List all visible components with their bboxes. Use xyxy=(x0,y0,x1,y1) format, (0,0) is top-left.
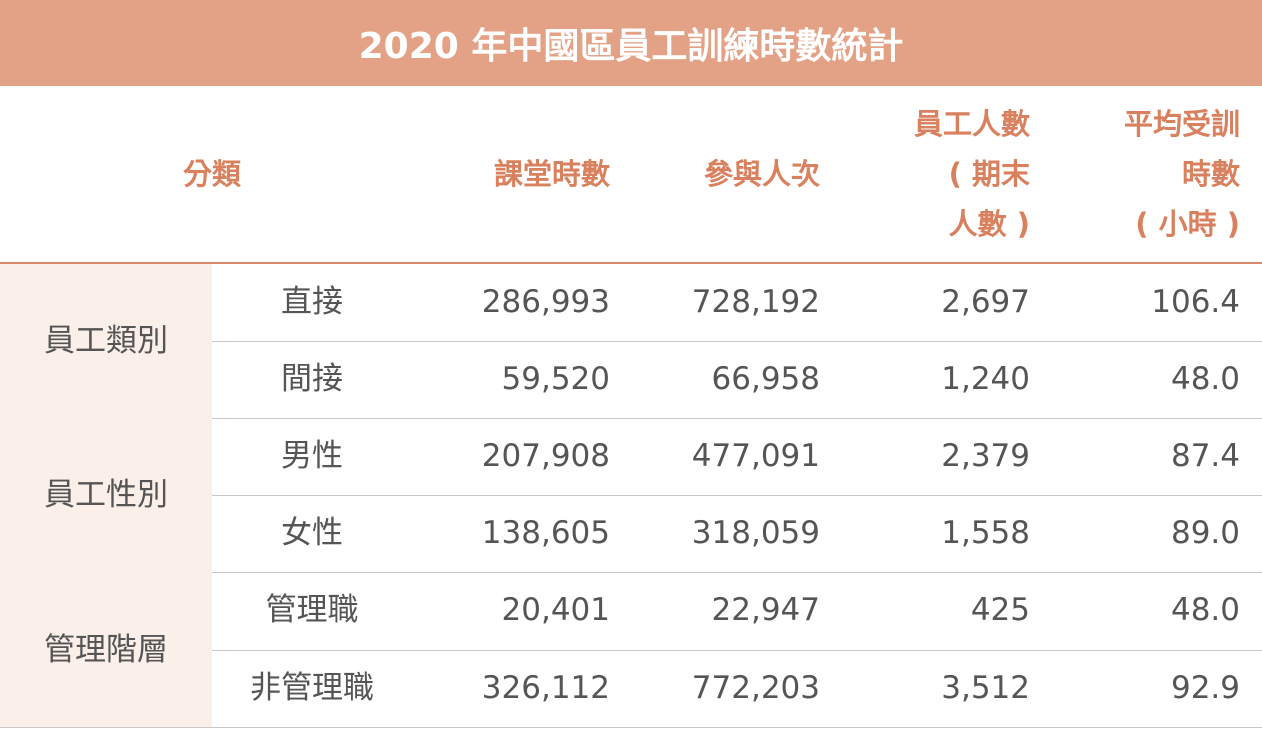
cell: 66,958 xyxy=(711,361,820,398)
group-bg xyxy=(0,572,212,727)
header-line: 員工人數 xyxy=(913,107,1030,141)
header-line: 平均受訓 xyxy=(1123,107,1240,141)
header-line: 課堂時數 xyxy=(493,157,610,191)
cell: 1,558 xyxy=(941,515,1030,552)
header-line: 時數 xyxy=(1181,157,1240,191)
header-line: 參與人次 xyxy=(703,157,820,191)
cell: 2,697 xyxy=(941,284,1030,320)
cell: 106.4 xyxy=(1151,284,1240,320)
header-cell: 參與人次 xyxy=(620,149,820,199)
row-line xyxy=(0,572,1262,574)
group-label: 員工性別 xyxy=(44,477,168,514)
cell: 89.0 xyxy=(1170,515,1240,552)
cell: 138,605 xyxy=(481,515,610,552)
cell: 1,240 xyxy=(941,361,1030,398)
group-label: 管理階層 xyxy=(44,631,168,668)
row-line xyxy=(212,341,1262,343)
header-line: ( 期末 xyxy=(948,157,1030,191)
row-name: 管理職 xyxy=(265,592,359,629)
row-name: 女性 xyxy=(281,515,343,552)
row-name: 男性 xyxy=(281,438,343,475)
group-label: 員工類別 xyxy=(44,323,168,360)
cell: 207,908 xyxy=(481,438,610,475)
row-name: 非管理職 xyxy=(250,669,374,706)
row-name: 間接 xyxy=(281,361,343,398)
header-cell: 平均受訓時數 ( 小時 ) xyxy=(1040,99,1240,249)
cell: 3,512 xyxy=(941,669,1030,706)
cell: 728,192 xyxy=(691,284,820,320)
cell: 87.4 xyxy=(1170,438,1240,475)
header-rule xyxy=(0,262,1262,264)
row-name: 直接 xyxy=(281,284,343,320)
header-line: 人數 ) xyxy=(948,207,1030,241)
cell: 286,993 xyxy=(481,284,610,320)
header-category: 分類 xyxy=(182,157,241,191)
cell: 318,059 xyxy=(691,515,820,552)
title-bar: 2020 年中國區員工訓練時數統計 xyxy=(0,0,1262,86)
header-cell: 員工人數 ( 期末人數 ) xyxy=(830,99,1030,249)
row-line xyxy=(0,726,1262,728)
cell: 477,091 xyxy=(691,438,820,475)
cell: 20,401 xyxy=(501,592,610,629)
group-bg xyxy=(0,418,212,573)
cell: 772,203 xyxy=(691,669,820,706)
cell: 2,379 xyxy=(941,438,1030,475)
header-cell: 課堂時數 xyxy=(410,149,610,199)
cell: 425 xyxy=(970,592,1030,629)
header-line: ( 小時 ) xyxy=(1135,207,1240,241)
row-line xyxy=(0,418,1262,420)
cell: 22,947 xyxy=(711,592,820,629)
cell: 59,520 xyxy=(501,361,610,398)
row-line xyxy=(212,649,1262,651)
title: 2020 年中國區員工訓練時數統計 xyxy=(358,26,904,67)
cell: 48.0 xyxy=(1170,361,1240,398)
cell: 326,112 xyxy=(481,669,610,706)
cell: 92.9 xyxy=(1170,669,1240,706)
row-line xyxy=(212,495,1262,497)
group-bg xyxy=(0,264,212,419)
cell: 48.0 xyxy=(1170,592,1240,629)
